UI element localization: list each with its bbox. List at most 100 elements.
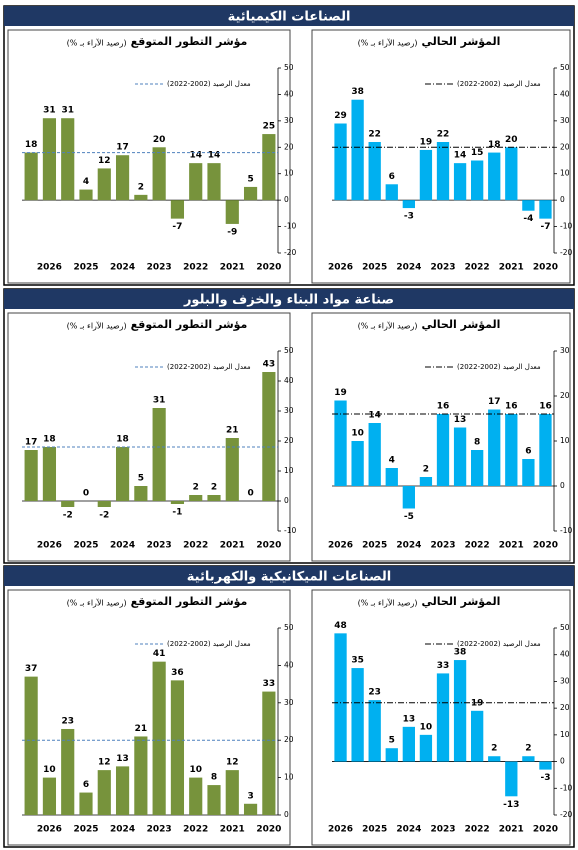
x-tick-label: 2021: [220, 263, 245, 273]
bar: [505, 761, 518, 797]
value-label: 38: [351, 87, 364, 97]
y-tick-label: 10: [284, 169, 294, 178]
bar: [61, 501, 75, 507]
bar: [42, 777, 57, 815]
bar: [170, 680, 185, 815]
value-label: 16: [505, 402, 518, 412]
bar: [402, 726, 415, 762]
y-tick-label: -10: [284, 222, 296, 231]
value-label: 17: [25, 438, 38, 448]
value-label: 2: [193, 483, 199, 493]
value-label: 12: [98, 758, 111, 768]
bar: [402, 200, 415, 209]
value-label: 41: [153, 649, 166, 659]
x-tick-label: 2021: [499, 263, 524, 273]
y-tick-label: -10: [284, 526, 296, 535]
bar: [207, 785, 221, 815]
bar: [243, 803, 258, 815]
value-label: 4: [389, 456, 395, 466]
x-tick-label: 2025: [362, 541, 387, 551]
x-tick-label: 2023: [147, 263, 172, 273]
value-label: 18: [25, 140, 38, 150]
value-label: -9: [227, 227, 237, 237]
bar: [42, 118, 57, 201]
y-tick-label: -20: [560, 810, 572, 819]
chart-title: المؤشر الحالي: [422, 35, 501, 48]
x-tick-label: 2021: [499, 825, 524, 835]
y-tick-label: 40: [284, 660, 294, 669]
value-label: 21: [226, 426, 239, 436]
chart-subtitle: (رصيد الآراء بـ %): [67, 321, 127, 331]
bar: [539, 761, 552, 770]
bar: [134, 194, 148, 201]
bar: [471, 450, 484, 486]
x-tick-label: 2025: [73, 825, 98, 835]
chart-subtitle: (رصيد الآراء بـ %): [67, 598, 127, 608]
bar: [262, 372, 276, 501]
bar: [61, 118, 75, 201]
x-tick-label: 2024: [110, 825, 135, 835]
value-label: 20: [153, 135, 166, 145]
x-tick-label: 2020: [256, 541, 281, 551]
bar: [334, 123, 347, 201]
value-label: 17: [116, 143, 129, 153]
bar: [539, 200, 552, 219]
bar: [351, 99, 364, 201]
bar: [152, 147, 166, 201]
x-tick-label: 2024: [110, 263, 135, 273]
value-label: 18: [488, 140, 501, 150]
value-label: 19: [471, 698, 484, 708]
value-label: 31: [153, 396, 166, 406]
x-tick-label: 2020: [533, 825, 558, 835]
value-label: 31: [43, 106, 56, 116]
value-label: 22: [437, 130, 450, 140]
bar: [24, 676, 38, 815]
y-tick-label: -20: [284, 248, 296, 257]
legend-label: معدل الرصيد (2002-2022): [167, 363, 251, 371]
bar: [419, 149, 433, 201]
value-label: 2: [138, 182, 144, 192]
y-tick-label: -10: [560, 222, 572, 231]
bar: [115, 155, 130, 201]
y-tick-label: 10: [284, 466, 294, 475]
chart-title: المؤشر الحالي: [422, 595, 501, 608]
value-label: -1: [172, 508, 182, 518]
y-tick-label: -20: [560, 248, 572, 257]
x-tick-label: 2022: [183, 541, 208, 551]
value-label: 6: [83, 780, 89, 790]
value-label: 2: [211, 483, 217, 493]
bar: [471, 710, 484, 762]
bar: [225, 200, 239, 224]
section-title: الصناعات الميكانيكية والكهربائية: [187, 570, 391, 585]
x-tick-label: 2024: [396, 263, 421, 273]
legend-label: معدل الرصيد (2002-2022): [167, 640, 251, 648]
section-title: الصناعات الكيميائية: [228, 10, 351, 25]
bar: [207, 163, 221, 201]
y-tick-label: 20: [284, 735, 294, 744]
x-tick-label: 2026: [37, 263, 62, 273]
bar: [351, 668, 364, 762]
bar: [115, 447, 130, 501]
value-label: 10: [189, 765, 202, 775]
x-tick-label: 2023: [430, 825, 455, 835]
y-tick-label: -10: [560, 526, 572, 535]
chart-title: مؤشر التطور المتوقع: [131, 318, 248, 331]
bar: [134, 486, 148, 501]
x-tick-label: 2026: [37, 825, 62, 835]
x-tick-label: 2022: [465, 825, 490, 835]
value-label: 19: [334, 388, 347, 398]
y-tick-label: 0: [560, 757, 565, 766]
x-tick-label: 2026: [328, 263, 353, 273]
value-label: 13: [116, 754, 129, 764]
value-label: 14: [189, 151, 202, 161]
y-tick-label: 0: [284, 810, 289, 819]
value-label: 35: [351, 656, 364, 666]
value-label: 10: [351, 429, 364, 439]
bar: [385, 468, 398, 486]
x-tick-label: 2020: [533, 263, 558, 273]
chart-subtitle: (رصيد الآراء بـ %): [358, 38, 418, 48]
y-tick-label: 50: [560, 623, 570, 632]
bar: [42, 447, 57, 501]
section-header: [4, 566, 574, 586]
